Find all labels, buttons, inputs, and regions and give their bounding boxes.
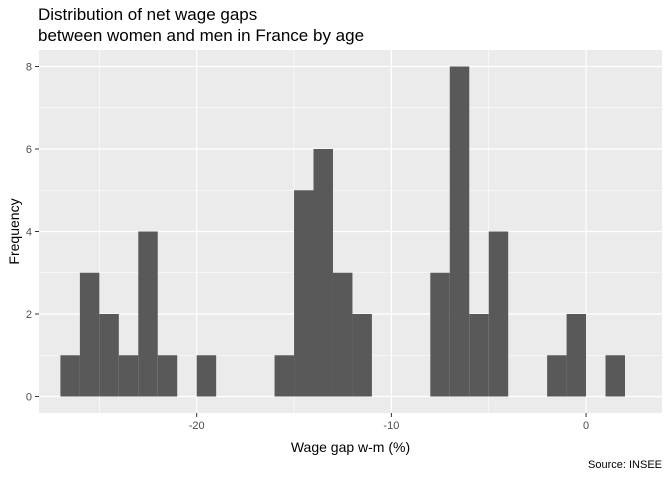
y-tick-label: 2	[26, 309, 32, 321]
histogram-bar	[469, 314, 489, 397]
histogram-bar	[79, 272, 100, 397]
x-tick-label: 0	[583, 420, 589, 432]
histogram-bar	[118, 355, 139, 397]
y-tick-label: 4	[26, 227, 32, 239]
histogram-bar	[566, 314, 587, 397]
y-tick-label: 0	[26, 392, 32, 404]
histogram-bar	[99, 314, 119, 397]
y-axis-title: Frequency	[6, 198, 22, 264]
histogram-bar	[138, 231, 158, 397]
chart-title: Distribution of net wage gaps between wo…	[38, 4, 364, 46]
histogram-bar	[274, 355, 295, 397]
x-axis: -20 -10 0	[189, 413, 589, 432]
histogram-bar	[449, 66, 470, 397]
x-axis-title: Wage gap w-m (%)	[291, 439, 410, 455]
histogram-bars	[60, 66, 626, 397]
chart-title-line-1: Distribution of net wage gaps	[38, 5, 258, 24]
y-tick-label: 8	[26, 62, 32, 74]
chart-title-line-2: between women and men in France by age	[38, 26, 365, 45]
source-caption: Source: INSEE	[588, 459, 662, 471]
histogram-bar	[157, 355, 178, 397]
histogram-bar	[488, 231, 509, 397]
histogram-bar	[605, 355, 626, 397]
histogram-bar	[196, 355, 217, 397]
y-axis: 0 2 4 6 8	[26, 62, 39, 404]
y-tick-label: 6	[26, 144, 32, 156]
x-tick-label: -10	[383, 420, 399, 432]
histogram-bar	[60, 355, 80, 397]
histogram-bar	[352, 314, 372, 397]
histogram-bar	[430, 272, 450, 397]
histogram-bar	[332, 272, 353, 397]
histogram-bar	[294, 190, 314, 397]
histogram-bar	[313, 149, 333, 397]
histogram-bar	[547, 355, 567, 397]
x-tick-label: -20	[189, 420, 205, 432]
